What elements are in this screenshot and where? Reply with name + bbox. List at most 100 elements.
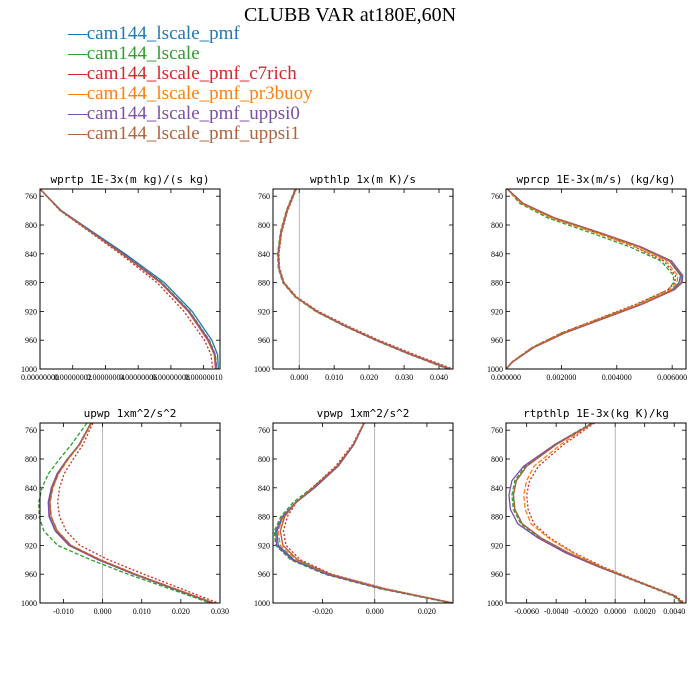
series-line [277,188,452,370]
y-tick-label: 800 [25,221,37,230]
x-tick-label: 0.040 [430,373,448,382]
series-line [276,188,448,370]
x-tick-label: -0.0040 [544,607,569,616]
legend-item: — cam144_lscale_pmf_c7rich [68,64,313,84]
series-line [279,422,454,604]
panel-title: vpwp 1xm^2/s^2 [317,407,410,420]
y-tick-label: 760 [258,426,270,435]
x-tick-label: 0.00000008 [152,373,190,382]
series-line [49,422,214,604]
series-line [277,188,450,370]
panel-title: wprcp 1E-3x(m/s) (kg/kg) [517,173,676,186]
legend-label: cam144_lscale_pmf_pr3buoy [86,83,313,104]
x-tick-label: 0.00000002 [54,373,92,382]
legend-item: — cam144_lscale_pmf_uppsi0 [68,104,313,124]
y-tick-label: 800 [491,221,503,230]
y-tick-label: 880 [25,513,37,522]
legend-item: — cam144_lscale_pmf [68,24,313,44]
figure-title: CLUBB VAR at180E,60N [243,4,457,26]
x-tick-label: 0.00000000 [21,373,59,382]
x-tick-label: 0.002000 [546,373,576,382]
series-line [276,422,454,604]
plot-frame [505,422,687,604]
series-line [277,188,450,370]
x-tick-label: -0.010 [53,607,74,616]
y-tick-label: 840 [25,484,37,493]
y-tick-label: 960 [491,570,503,579]
y-tick-label: 840 [25,250,37,259]
x-tick-label: 0.000 [290,373,308,382]
plot-frame [39,188,221,370]
x-tick-label: 0.000 [94,607,112,616]
legend-label: cam144_lscale_pmf [86,23,240,44]
y-tick-label: 840 [491,484,503,493]
y-tick-label: 1000 [487,365,503,374]
x-tick-label: 0.010 [133,607,151,616]
series-line [505,188,682,370]
y-tick-label: 840 [258,484,270,493]
x-tick-label: 0.030 [395,373,413,382]
y-tick-label: 800 [258,221,270,230]
plot-frame [39,422,221,604]
legend: — cam144_lscale_pmf — cam144_lscale — ca… [68,24,313,144]
y-tick-label: 920 [25,307,37,316]
panel-title: upwp 1xm^2/s^2 [84,407,177,420]
x-tick-label: 0.010 [325,373,343,382]
y-tick-label: 760 [491,192,503,201]
series-line [505,188,679,370]
x-tick-label: 0.020 [172,607,190,616]
y-tick-label: 960 [25,570,37,579]
y-tick-label: 960 [258,570,270,579]
x-tick-label: -0.0020 [573,607,598,616]
x-tick-label: 0.00000004 [86,373,124,382]
legend-item: — cam144_lscale [68,44,313,64]
series-line [505,188,684,370]
x-tick-label: 0.000 [366,607,384,616]
series-line [512,422,684,604]
series-line [56,422,219,604]
legend-label: cam144_lscale_pmf_c7rich [86,63,297,84]
y-tick-label: 960 [491,336,503,345]
plot-frame [272,188,454,370]
x-tick-label: 0.0000 [604,607,626,616]
y-tick-label: 760 [258,192,270,201]
y-tick-label: 1000 [21,599,37,608]
legend-label: cam144_lscale [86,43,200,64]
x-tick-label: 0.0040 [663,607,685,616]
series-line [38,422,211,604]
x-tick-label: 0.004000 [602,373,632,382]
x-tick-label: 0.020 [418,607,436,616]
series-line [505,188,677,370]
series-line [273,422,451,604]
x-tick-label: 0.00000006 [119,373,157,382]
y-tick-label: 880 [258,513,270,522]
y-tick-label: 840 [258,250,270,259]
y-tick-label: 840 [491,250,503,259]
y-tick-label: 880 [258,279,270,288]
series-line [278,188,454,370]
y-tick-label: 880 [25,279,37,288]
x-tick-label: 0.006000 [657,373,687,382]
panel-title: rtpthlp 1E-3x(kg K)/kg [523,407,669,420]
y-tick-label: 1000 [487,599,503,608]
x-tick-label: 0.0020 [634,607,656,616]
series-line [277,188,450,370]
y-tick-label: 920 [258,541,270,550]
series-line [47,422,213,604]
x-tick-label: 0.00000010 [185,373,223,382]
x-tick-label: -0.0060 [514,607,539,616]
x-tick-label: 0.020 [360,373,378,382]
x-tick-label: 0.000000 [491,373,521,382]
series-line [511,422,682,604]
series-line [39,188,214,370]
legend-label: cam144_lscale_pmf_uppsi1 [86,123,300,144]
series-line [47,422,214,604]
legend-label: cam144_lscale_pmf_uppsi0 [86,103,300,124]
y-tick-label: 800 [491,455,503,464]
y-tick-label: 1000 [254,599,270,608]
y-tick-label: 800 [25,455,37,464]
y-tick-label: 960 [25,336,37,345]
series-line [505,188,683,370]
series-line [282,422,454,604]
